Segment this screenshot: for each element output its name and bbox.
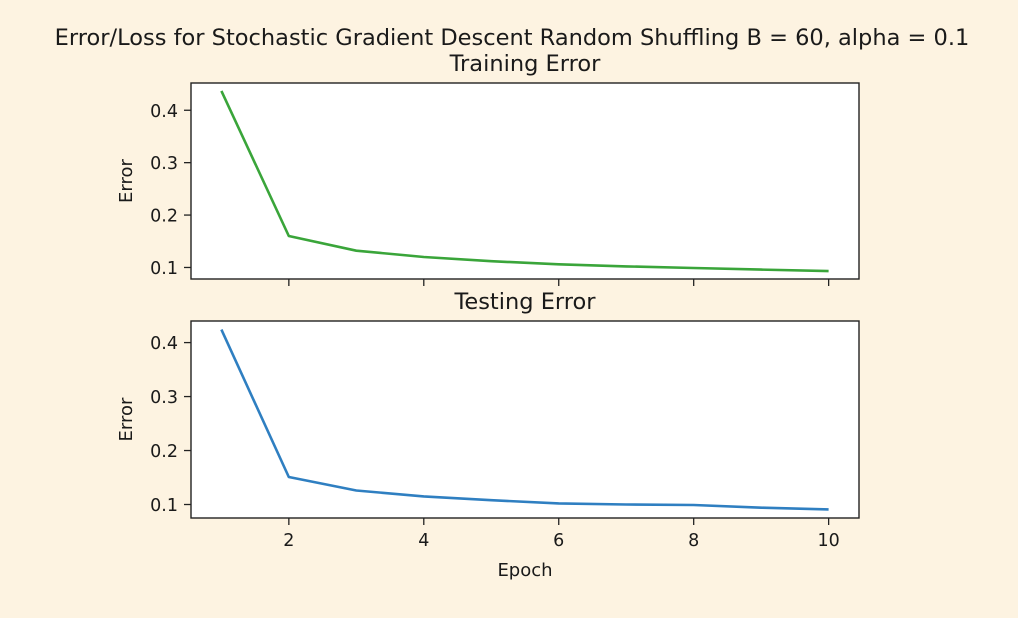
testing-xtick-label: 10	[817, 531, 839, 551]
testing-error-axes: Testing Error Error Epoch 0.1 0.2 0.3 0.4 2 4 6 8 1…	[116, 289, 860, 581]
training-ytick-label: 0.4	[150, 102, 178, 122]
training-ytick-label: 0.3	[150, 154, 178, 174]
testing-xtick-label: 4	[418, 531, 429, 551]
training-axes-frame	[190, 82, 860, 280]
testing-ytick-label: 0.2	[150, 442, 178, 462]
testing-series-line	[220, 329, 829, 511]
testing-axes-frame	[190, 320, 860, 519]
testing-ytick-label: 0.4	[150, 334, 178, 354]
training-ytick-label: 0.2	[150, 207, 178, 227]
testing-ytick-label: 0.3	[150, 388, 178, 408]
training-ytick-label: 0.1	[150, 259, 178, 279]
training-chart-title: Training Error	[449, 51, 602, 77]
testing-chart-title: Testing Error	[453, 289, 596, 315]
figure-suptitle: Error/Loss for Stochastic Gradient Desce…	[55, 25, 970, 51]
testing-xtick-label: 2	[283, 531, 294, 551]
testing-ytick-label: 0.1	[150, 496, 178, 516]
testing-xlabel: Epoch	[497, 560, 552, 581]
training-plot-area	[191, 83, 859, 279]
testing-xtick-label: 6	[553, 531, 564, 551]
testing-ylabel: Error	[116, 397, 137, 441]
training-ylabel: Error	[116, 158, 137, 202]
training-series-line	[220, 90, 829, 273]
testing-xtick-label: 8	[688, 531, 699, 551]
training-error-axes: Training Error Error 0.1 0.2 0.3 0.4	[116, 51, 860, 286]
testing-plot-area	[191, 321, 859, 518]
